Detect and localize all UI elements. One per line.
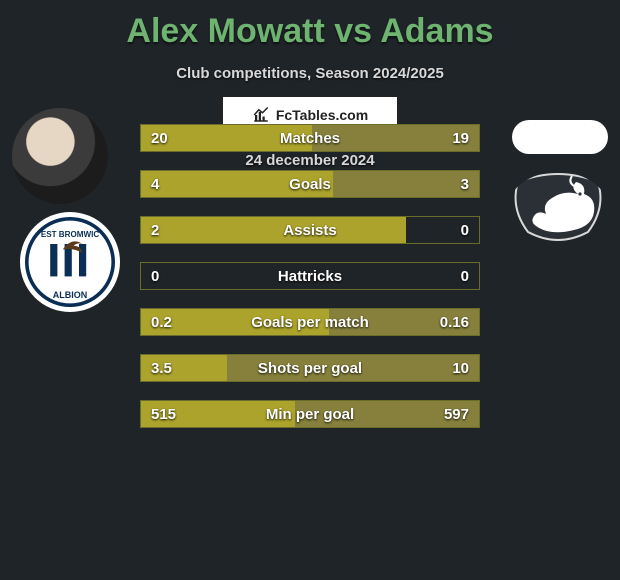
brand-text: FcTables.com [276, 107, 368, 123]
stat-label: Assists [141, 217, 479, 245]
player-right-avatar [512, 120, 608, 154]
derby-ram-badge-icon [508, 172, 608, 244]
subtitle: Club competitions, Season 2024/2025 [0, 65, 620, 82]
west-brom-badge-icon: EST BROMWIC ALBION [25, 217, 115, 307]
stat-row: 2019Matches [140, 124, 480, 152]
chart-icon [252, 106, 270, 124]
club-right-logo [508, 172, 608, 244]
stat-row: 515597Min per goal [140, 400, 480, 428]
stat-label: Hattricks [141, 263, 479, 291]
comparison-bars: 2019Matches 43Goals 20Assists 00Hattricks 0.… [140, 124, 480, 446]
player-left-avatar [12, 108, 108, 204]
stat-label: Shots per goal [141, 355, 479, 383]
stat-label: Goals [141, 171, 479, 199]
stat-label: Goals per match [141, 309, 479, 337]
stat-row: 20Assists [140, 216, 480, 244]
stat-label: Min per goal [141, 401, 479, 429]
stat-row: 00Hattricks [140, 262, 480, 290]
stat-label: Matches [141, 125, 479, 153]
svg-text:ALBION: ALBION [53, 290, 88, 300]
stat-row: 0.20.16Goals per match [140, 308, 480, 336]
stat-row: 43Goals [140, 170, 480, 198]
page-title: Alex Mowatt vs Adams [0, 0, 620, 51]
svg-text:EST BROMWIC: EST BROMWIC [41, 230, 100, 239]
stat-row: 3.510Shots per goal [140, 354, 480, 382]
club-left-logo: EST BROMWIC ALBION [20, 212, 120, 312]
